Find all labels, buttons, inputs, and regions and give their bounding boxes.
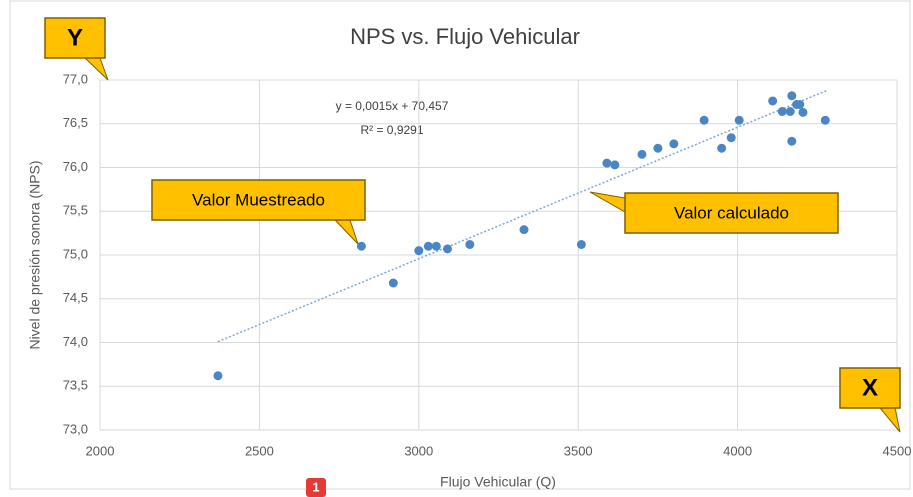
point xyxy=(734,115,744,125)
point xyxy=(388,278,398,288)
point xyxy=(787,136,797,146)
callout: Y xyxy=(44,17,109,81)
point xyxy=(717,143,727,153)
r-squared: R² = 0,9291 xyxy=(360,123,423,137)
point xyxy=(699,115,709,125)
point xyxy=(610,160,620,170)
callout-text: Valor calculado xyxy=(674,203,789,222)
point xyxy=(768,96,778,106)
callout-box xyxy=(44,17,106,59)
point xyxy=(785,107,795,116)
callout: X xyxy=(839,367,901,433)
point xyxy=(414,246,424,256)
x-axis-label: Flujo Vehicular (Q) xyxy=(440,474,556,490)
y-tick-label: 74,0 xyxy=(63,334,88,349)
point xyxy=(423,241,433,251)
y-tick-label: 76,0 xyxy=(63,159,88,174)
trendline xyxy=(217,89,828,343)
x-tick-label: 3000 xyxy=(404,443,433,458)
callout: Valor Muestreado xyxy=(151,179,366,245)
y-tick-label: 76,5 xyxy=(63,115,88,130)
point xyxy=(213,371,223,381)
callout-text: Valor Muestreado xyxy=(192,190,325,209)
x-tick-label: 2500 xyxy=(245,443,274,458)
point xyxy=(431,241,441,251)
badge-text: 1 xyxy=(312,479,319,494)
badge xyxy=(306,478,326,497)
point xyxy=(820,115,830,125)
point xyxy=(465,240,475,249)
x-tick-label: 2000 xyxy=(86,443,115,458)
point xyxy=(795,100,805,109)
callout: Valor calculado xyxy=(589,191,839,234)
point xyxy=(637,149,647,159)
x-tick-label: 3500 xyxy=(564,443,593,458)
y-axis-label: Nivel de presión sonora (NPS) xyxy=(27,160,43,349)
y-tick-label: 75,0 xyxy=(63,246,88,261)
y-tick-label: 77,0 xyxy=(63,71,88,86)
point xyxy=(726,133,736,143)
point xyxy=(777,107,787,116)
callout-box xyxy=(151,179,366,221)
callout-text: Y xyxy=(67,24,83,51)
point xyxy=(356,241,366,251)
point xyxy=(576,240,586,249)
chart-title: NPS vs. Flujo Vehicular xyxy=(350,24,580,49)
x-tick-label: 4500 xyxy=(883,443,912,458)
point xyxy=(787,91,797,101)
x-tick-label: 4000 xyxy=(723,443,752,458)
point xyxy=(798,107,808,117)
point xyxy=(653,143,663,153)
equation: y = 0,0015x + 70,457 xyxy=(336,99,449,113)
y-tick-label: 73,5 xyxy=(63,378,88,393)
callout-box xyxy=(839,367,901,409)
callout-box xyxy=(624,192,839,234)
y-tick-label: 74,5 xyxy=(63,290,88,305)
point xyxy=(519,225,529,235)
point xyxy=(669,139,679,149)
chart-border xyxy=(9,0,911,490)
y-tick-label: 75,5 xyxy=(63,203,88,218)
point xyxy=(602,158,612,168)
y-tick-label: 73,0 xyxy=(63,421,88,436)
callout-text: X xyxy=(862,374,878,401)
point xyxy=(442,244,452,254)
